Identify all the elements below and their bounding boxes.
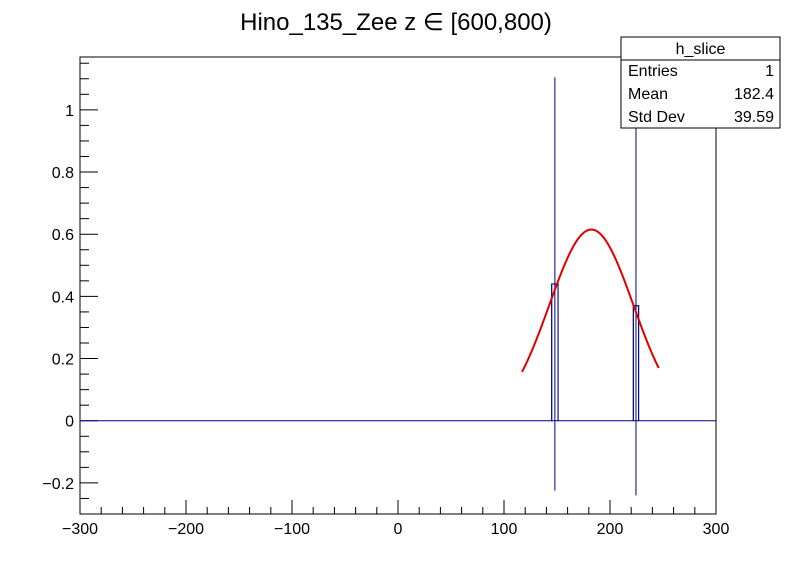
x-tick-label: 0 — [394, 521, 403, 538]
y-tick-label: 0.6 — [52, 227, 74, 244]
gaussian-fit-curve — [521, 228, 660, 373]
stats-mean-value: 182.4 — [734, 86, 774, 103]
x-tick-label: −100 — [274, 521, 310, 538]
y-axis: −0.2 0 0.2 0.4 0.6 0.8 1 — [42, 62, 98, 499]
fit-layer — [521, 228, 660, 373]
y-tick-label: 0 — [65, 414, 74, 431]
stats-stddev-label: Std Dev — [628, 109, 685, 126]
stats-stddev-value: 39.59 — [734, 109, 774, 126]
x-axis: −300 −200 −100 0 100 200 300 — [62, 500, 729, 538]
y-tick-label: 0.8 — [52, 165, 74, 182]
chart-title: Hino_135_Zee z ∈ [600,800) — [240, 9, 552, 36]
histogram-outline — [80, 283, 716, 422]
y-tick-label: 0.4 — [52, 289, 74, 306]
x-tick-label: −300 — [62, 521, 98, 538]
x-tick-label: −200 — [168, 521, 204, 538]
y-tick-label: −0.2 — [42, 476, 74, 493]
stats-box-title: h_slice — [676, 41, 726, 58]
y-tick-label: 0.2 — [52, 352, 74, 369]
histogram-layer — [80, 77, 716, 496]
x-tick-label: 200 — [597, 521, 624, 538]
stats-entries-label: Entries — [628, 63, 678, 80]
x-tick-label: 300 — [703, 521, 730, 538]
stats-box-frame — [620, 36, 781, 129]
y-tick-label: 1 — [65, 103, 74, 120]
stats-mean-label: Mean — [628, 86, 668, 103]
stats-entries-value: 1 — [765, 63, 774, 80]
x-tick-label: 100 — [491, 521, 518, 538]
stats-box: h_slice Entries 1 Mean 182.4 Std Dev 39.… — [620, 36, 781, 129]
